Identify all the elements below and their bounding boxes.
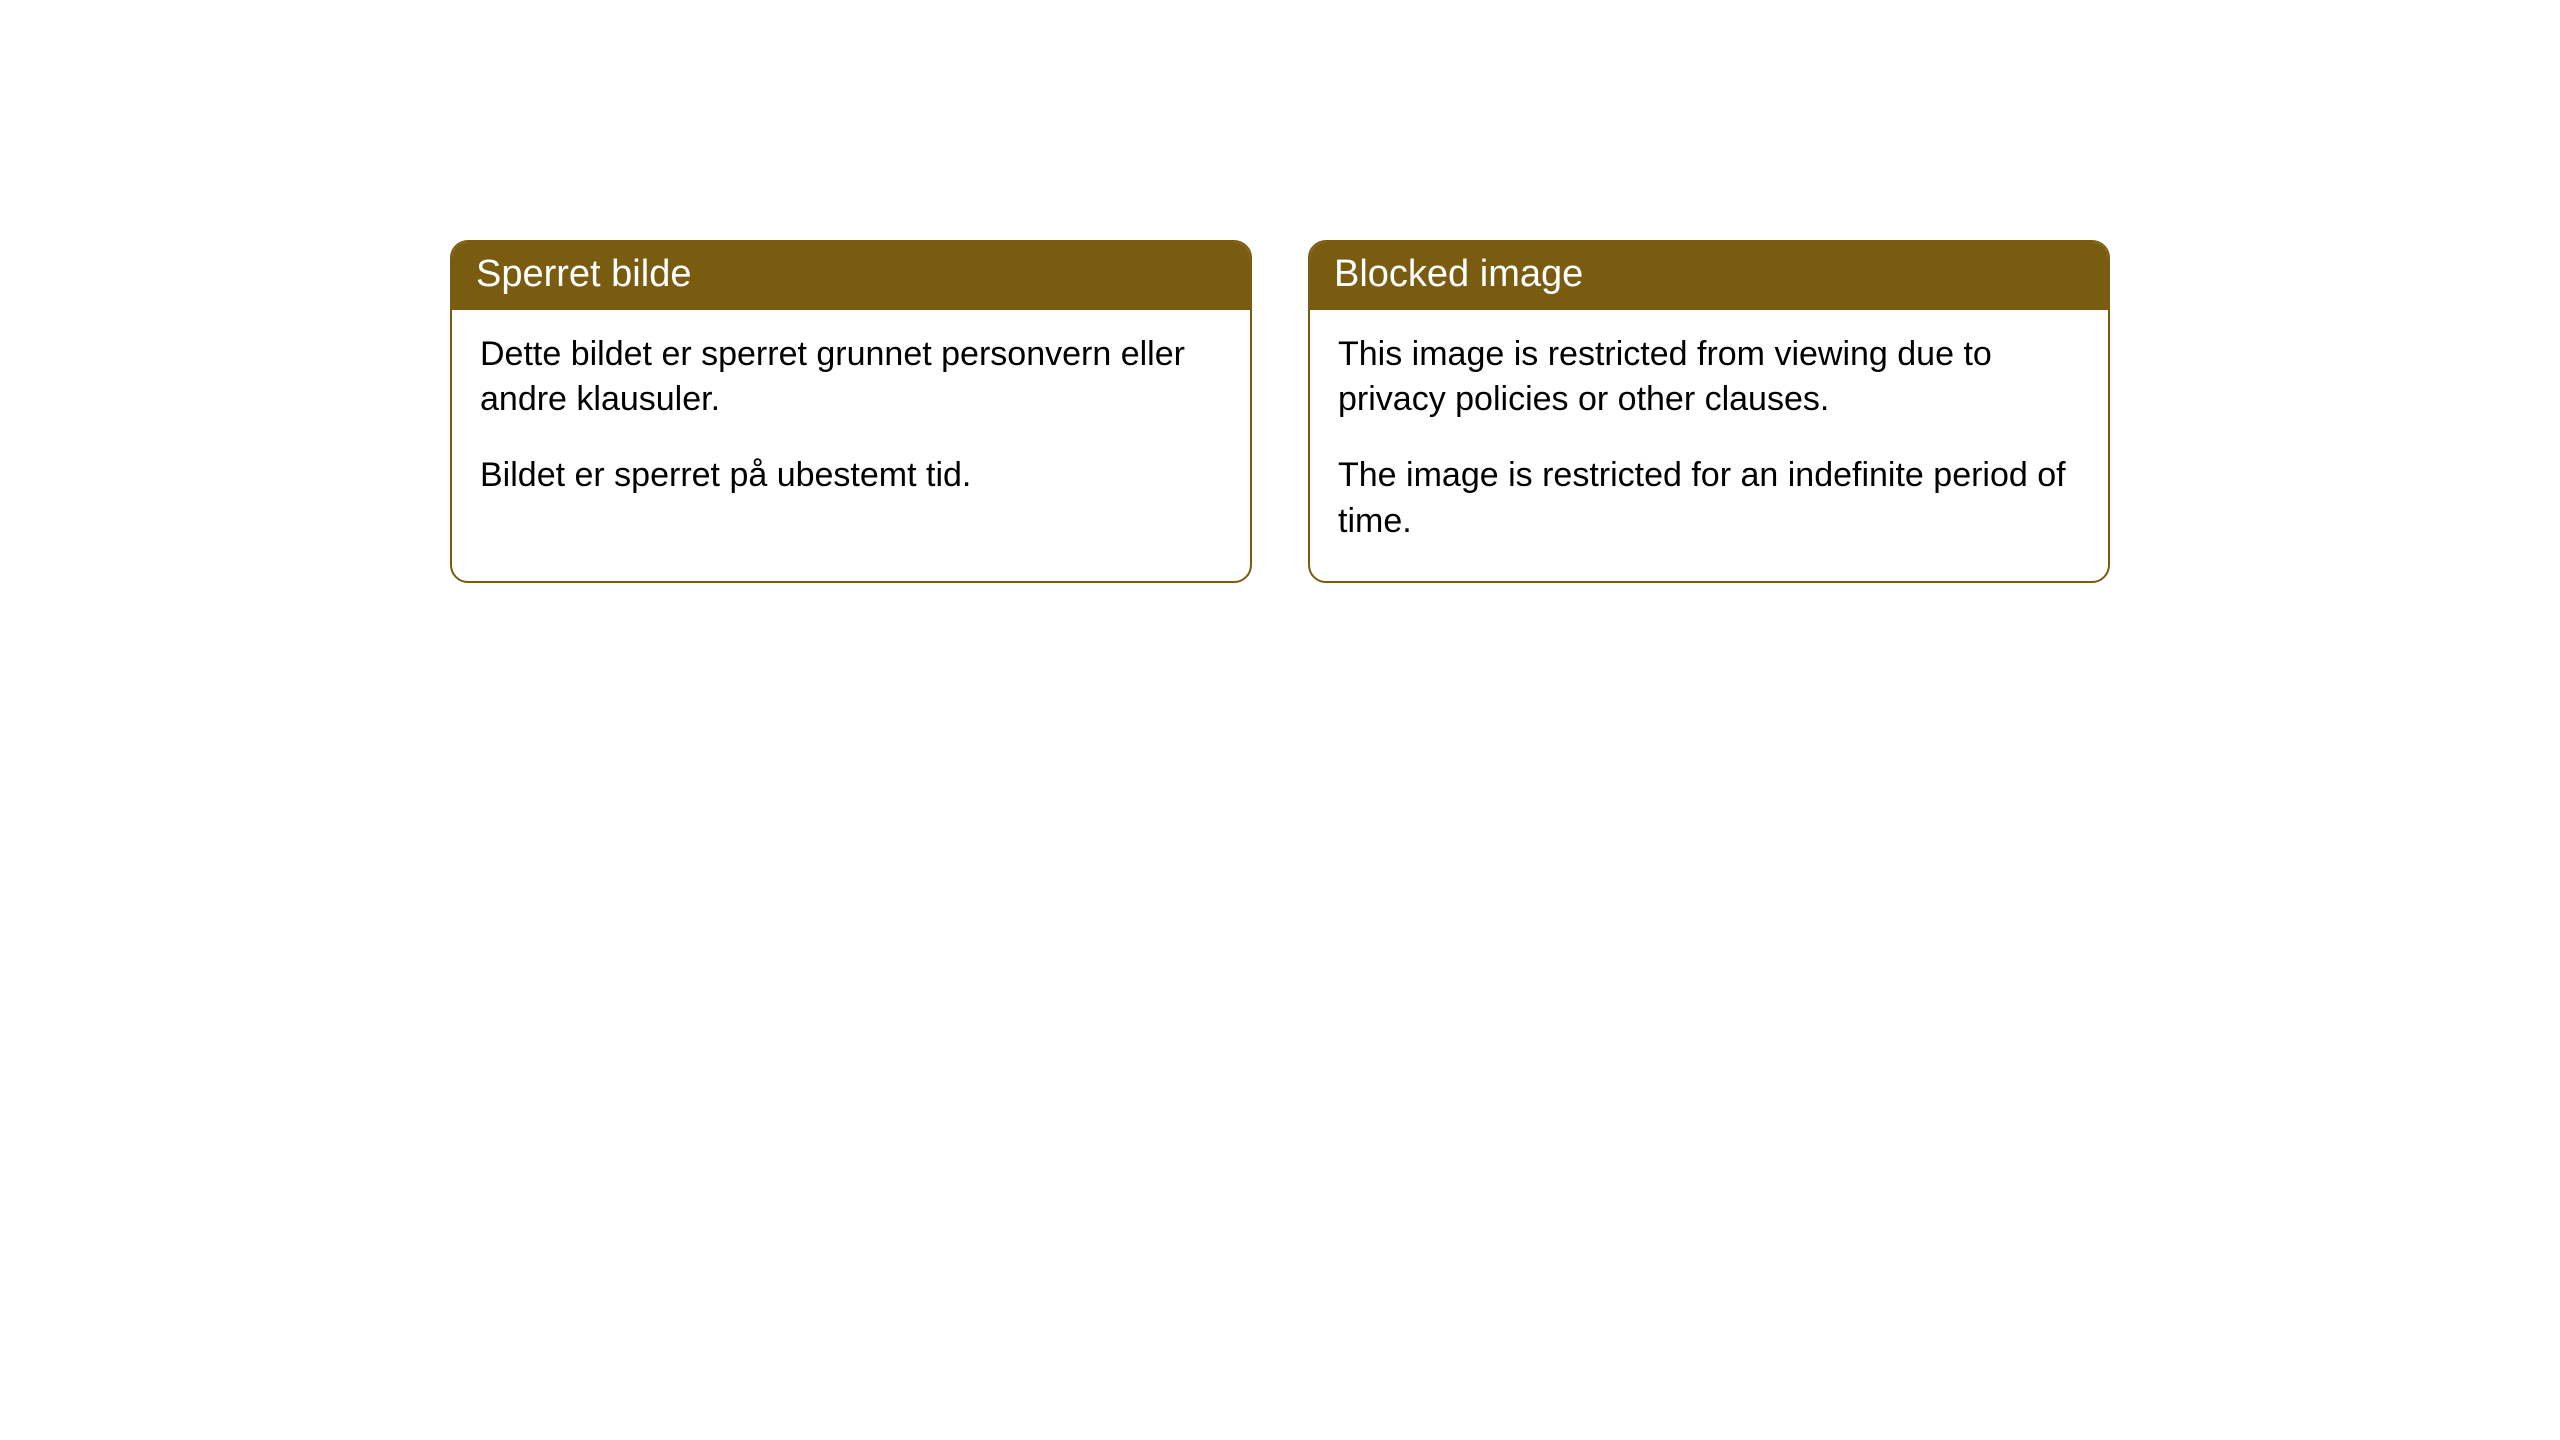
blocked-image-card-english: Blocked image This image is restricted f… (1308, 240, 2110, 583)
blocked-image-card-norwegian: Sperret bilde Dette bildet er sperret gr… (450, 240, 1252, 583)
card-body: Dette bildet er sperret grunnet personve… (452, 310, 1250, 536)
card-body: This image is restricted from viewing du… (1310, 310, 2108, 582)
card-paragraph-2: Bildet er sperret på ubestemt tid. (480, 453, 1222, 499)
card-header: Sperret bilde (452, 242, 1250, 310)
cards-container: Sperret bilde Dette bildet er sperret gr… (450, 240, 2110, 583)
card-paragraph-2: The image is restricted for an indefinit… (1338, 453, 2080, 545)
card-header: Blocked image (1310, 242, 2108, 310)
card-paragraph-1: This image is restricted from viewing du… (1338, 332, 2080, 424)
card-paragraph-1: Dette bildet er sperret grunnet personve… (480, 332, 1222, 424)
